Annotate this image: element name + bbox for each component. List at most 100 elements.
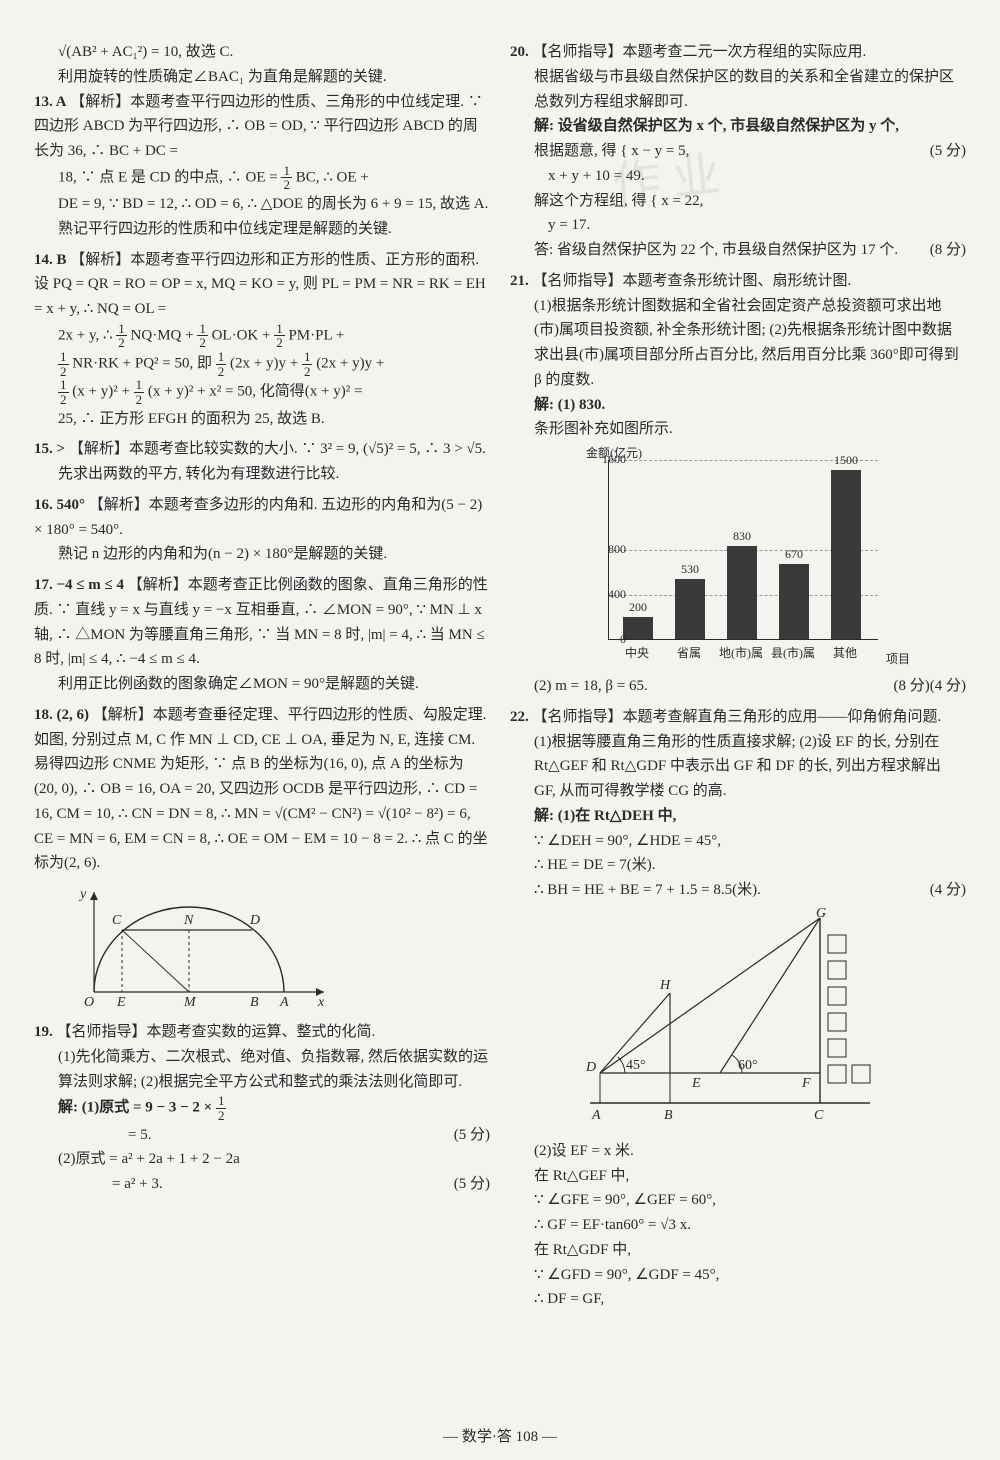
t: 答: 省级自然保护区为 22 个, 市县级自然保护区为 17 个.: [534, 242, 898, 258]
q18: 18. (2, 6) 【解析】本题考查垂径定理、平行四边形的性质、勾股定理. 如…: [34, 703, 490, 876]
t: PM·PL +: [288, 327, 344, 343]
q20-d2: x + y + 10 = 49.: [510, 164, 966, 189]
q13-c: DE = 9, ∵ BD = 12, ∴ OD = 6, ∴ △DOE 的周长为…: [34, 192, 490, 217]
q19-c: 解: (1)原式 = 9 − 3 − 2 × 12: [34, 1094, 490, 1122]
frac: 12: [216, 1094, 227, 1122]
score: (8 分): [894, 674, 930, 699]
lbl-x: x: [317, 995, 325, 1010]
q22-k: 在 Rt△GDF 中,: [510, 1238, 966, 1263]
q20-d: 根据题意, 得 { x − y = 5, (5 分): [510, 139, 966, 164]
q20: 20. 【名师指导】本题考查二元一次方程组的实际应用. 根据省级与市县级自然保护…: [510, 40, 966, 263]
frac: 12: [216, 350, 227, 378]
q22-e: ∴ HE = DE = 7(米).: [510, 853, 966, 878]
q19-f: = a² + 3. (5 分): [34, 1172, 490, 1197]
t: ∴ BH = HE + BE = 7 + 1.5 = 8.5(米).: [534, 882, 761, 898]
score: (5 分): [454, 1172, 490, 1197]
frac: 12: [197, 322, 208, 350]
page-footer: — 数学·答 108 —: [0, 1425, 1000, 1446]
q22-m: ∴ DF = GF,: [510, 1287, 966, 1312]
t: NQ·MQ +: [131, 327, 198, 343]
score: (4 分): [930, 674, 966, 699]
q18-num: 18. (2, 6): [34, 707, 89, 723]
frac: 12: [58, 378, 69, 406]
q14-e: 25, ∴ 正方形 EFGH 的面积为 25, 故选 B.: [34, 407, 490, 432]
tri-svg: 45° 60° A B C D E F G H: [570, 903, 900, 1133]
t: 根据题意, 得 { x − y = 5,: [534, 143, 689, 159]
q22-g: (2)设 EF = x 米.: [510, 1139, 966, 1164]
frac: 12: [58, 350, 69, 378]
bar-chart: 金额(亿元) 2005308306701500 项目 04008001600中央…: [560, 448, 900, 668]
score: (5 分): [454, 1123, 490, 1148]
q18-a: 【解析】本题考查垂径定理、平行四边形的性质、勾股定理. 如图, 分别过点 M, …: [34, 707, 488, 872]
score: (5 分): [930, 139, 966, 164]
q22-c: 解: (1)在 Rt△DEH 中,: [510, 804, 966, 829]
q15: 15. > 【解析】本题考查比较实数的大小. ∵ 3² = 9, (√5)² =…: [34, 437, 490, 487]
B: B: [664, 1108, 673, 1123]
lbl-A: A: [279, 995, 289, 1010]
q16: 16. 540° 【解析】本题考查多边形的内角和. 五边形的内角和为(5 − 2…: [34, 493, 490, 567]
lbl-y: y: [78, 887, 87, 902]
t: (2x + y)y +: [230, 356, 302, 372]
lbl-E: E: [116, 995, 126, 1010]
t: OL·OK +: [212, 327, 275, 343]
q13-num: 13. A: [34, 94, 67, 110]
q14-c: 12 NR·RK + PQ² = 50, 即 12 (2x + y)y + 12…: [34, 350, 490, 378]
frac: 12: [116, 322, 127, 350]
q16-b: 熟记 n 边形的内角和为(n − 2) × 180°是解题的关键.: [34, 542, 490, 567]
q13-b: 18, ∵ 点 E 是 CD 的中点, ∴ OE = 12 BC, ∴ OE +: [34, 164, 490, 192]
q21-a: 【名师指导】本题考查条形统计图、扇形统计图.: [533, 273, 852, 289]
A: A: [591, 1108, 601, 1123]
q21-d: 条形图补充如图所示.: [510, 417, 966, 442]
q22-figure: 45° 60° A B C D E F G H: [570, 903, 900, 1133]
t: (x + y)² + x² = 50, 化简得(x + y)² =: [148, 384, 363, 400]
q22-b: (1)根据等腰直角三角形的性质直接求解; (2)设 EF 的长, 分别在 Rt△…: [510, 730, 966, 804]
a45: 45°: [626, 1058, 646, 1073]
t: 解: (1)原式 = 9 − 3 − 2 ×: [58, 1100, 216, 1116]
q14-a: 【解析】本题考查平行四边形和正方形的性质、正方形的面积. 设 PQ = QR =…: [34, 252, 486, 318]
left-column: √(AB² + AC₁²) = 10, 故选 C. 利用旋转的性质确定∠BAC₁…: [34, 40, 490, 1430]
q20-num: 20.: [510, 44, 529, 60]
q22-num: 22.: [510, 709, 529, 725]
line: √(AB² + AC₁²) = 10, 故选 C.: [34, 40, 490, 65]
frac: 12: [302, 350, 313, 378]
q17-b: 利用正比例函数的图象确定∠MON = 90°是解题的关键.: [34, 672, 490, 697]
q22-f: ∴ BH = HE + BE = 7 + 1.5 = 8.5(米). (4 分): [510, 878, 966, 903]
q17-num: 17. −4 ≤ m ≤ 4: [34, 577, 124, 593]
q21: 21. 【名师指导】本题考查条形统计图、扇形统计图. (1)根据条形统计图数据和…: [510, 269, 966, 699]
q19-num: 19.: [34, 1024, 53, 1040]
q19-b: (1)先化简乘方、二次根式、绝对值、负指数幂, 然后依据实数的运算法则求解; (…: [34, 1045, 490, 1095]
q14-num: 14. B: [34, 252, 67, 268]
line: 利用旋转的性质确定∠BAC₁ 为直角是解题的关键.: [34, 65, 490, 90]
a60: 60°: [738, 1058, 758, 1073]
bar: [831, 470, 861, 639]
lbl-C: C: [112, 913, 122, 928]
page: √(AB² + AC₁²) = 10, 故选 C. 利用旋转的性质确定∠BAC₁…: [34, 40, 966, 1430]
E: E: [691, 1076, 701, 1091]
q21-e: (2) m = 18, β = 65. (8 分): [510, 674, 966, 699]
t: = 5.: [58, 1127, 151, 1143]
q16-a: 【解析】本题考查多边形的内角和. 五边形的内角和为(5 − 2) × 180° …: [34, 497, 482, 538]
right-column: 20. 【名师指导】本题考查二元一次方程组的实际应用. 根据省级与市县级自然保护…: [510, 40, 966, 1430]
q22-d: ∵ ∠DEH = 90°, ∠HDE = 45°,: [510, 829, 966, 854]
bar: [727, 546, 757, 639]
t: NR·RK + PQ² = 50, 即: [72, 356, 212, 372]
q16-num: 16. 540°: [34, 497, 85, 513]
q22-j: ∴ GF = EF·tan60° = √3 x.: [510, 1213, 966, 1238]
q13: 13. A 【解析】本题考查平行四边形的性质、三角形的中位线定理. ∵ 四边形 …: [34, 90, 490, 242]
t: (x + y)² +: [72, 384, 133, 400]
G: G: [816, 906, 826, 921]
q13-a: 【解析】本题考查平行四边形的性质、三角形的中位线定理. ∵ 四边形 ABCD 为…: [34, 94, 483, 160]
lbl-N: N: [183, 913, 194, 928]
bar: [623, 617, 653, 640]
t: 2x + y, ∴: [58, 327, 116, 343]
q19-e: (2)原式 = a² + 2a + 1 + 2 − 2a: [34, 1147, 490, 1172]
t: = a² + 3.: [58, 1176, 163, 1192]
lbl-M: M: [183, 995, 197, 1010]
q14-b: 2x + y, ∴ 12 NQ·MQ + 12 OL·OK + 12 PM·PL…: [34, 322, 490, 350]
q19: 19. 【名师指导】本题考查实数的运算、整式的化简. (1)先化简乘方、二次根式…: [34, 1020, 490, 1197]
q22-h: 在 Rt△GEF 中,: [510, 1164, 966, 1189]
C: C: [814, 1108, 824, 1123]
frac-half: 12: [281, 164, 292, 192]
q19-a: 【名师指导】本题考查实数的运算、整式的化简.: [57, 1024, 376, 1040]
q15-num: 15. >: [34, 441, 65, 457]
